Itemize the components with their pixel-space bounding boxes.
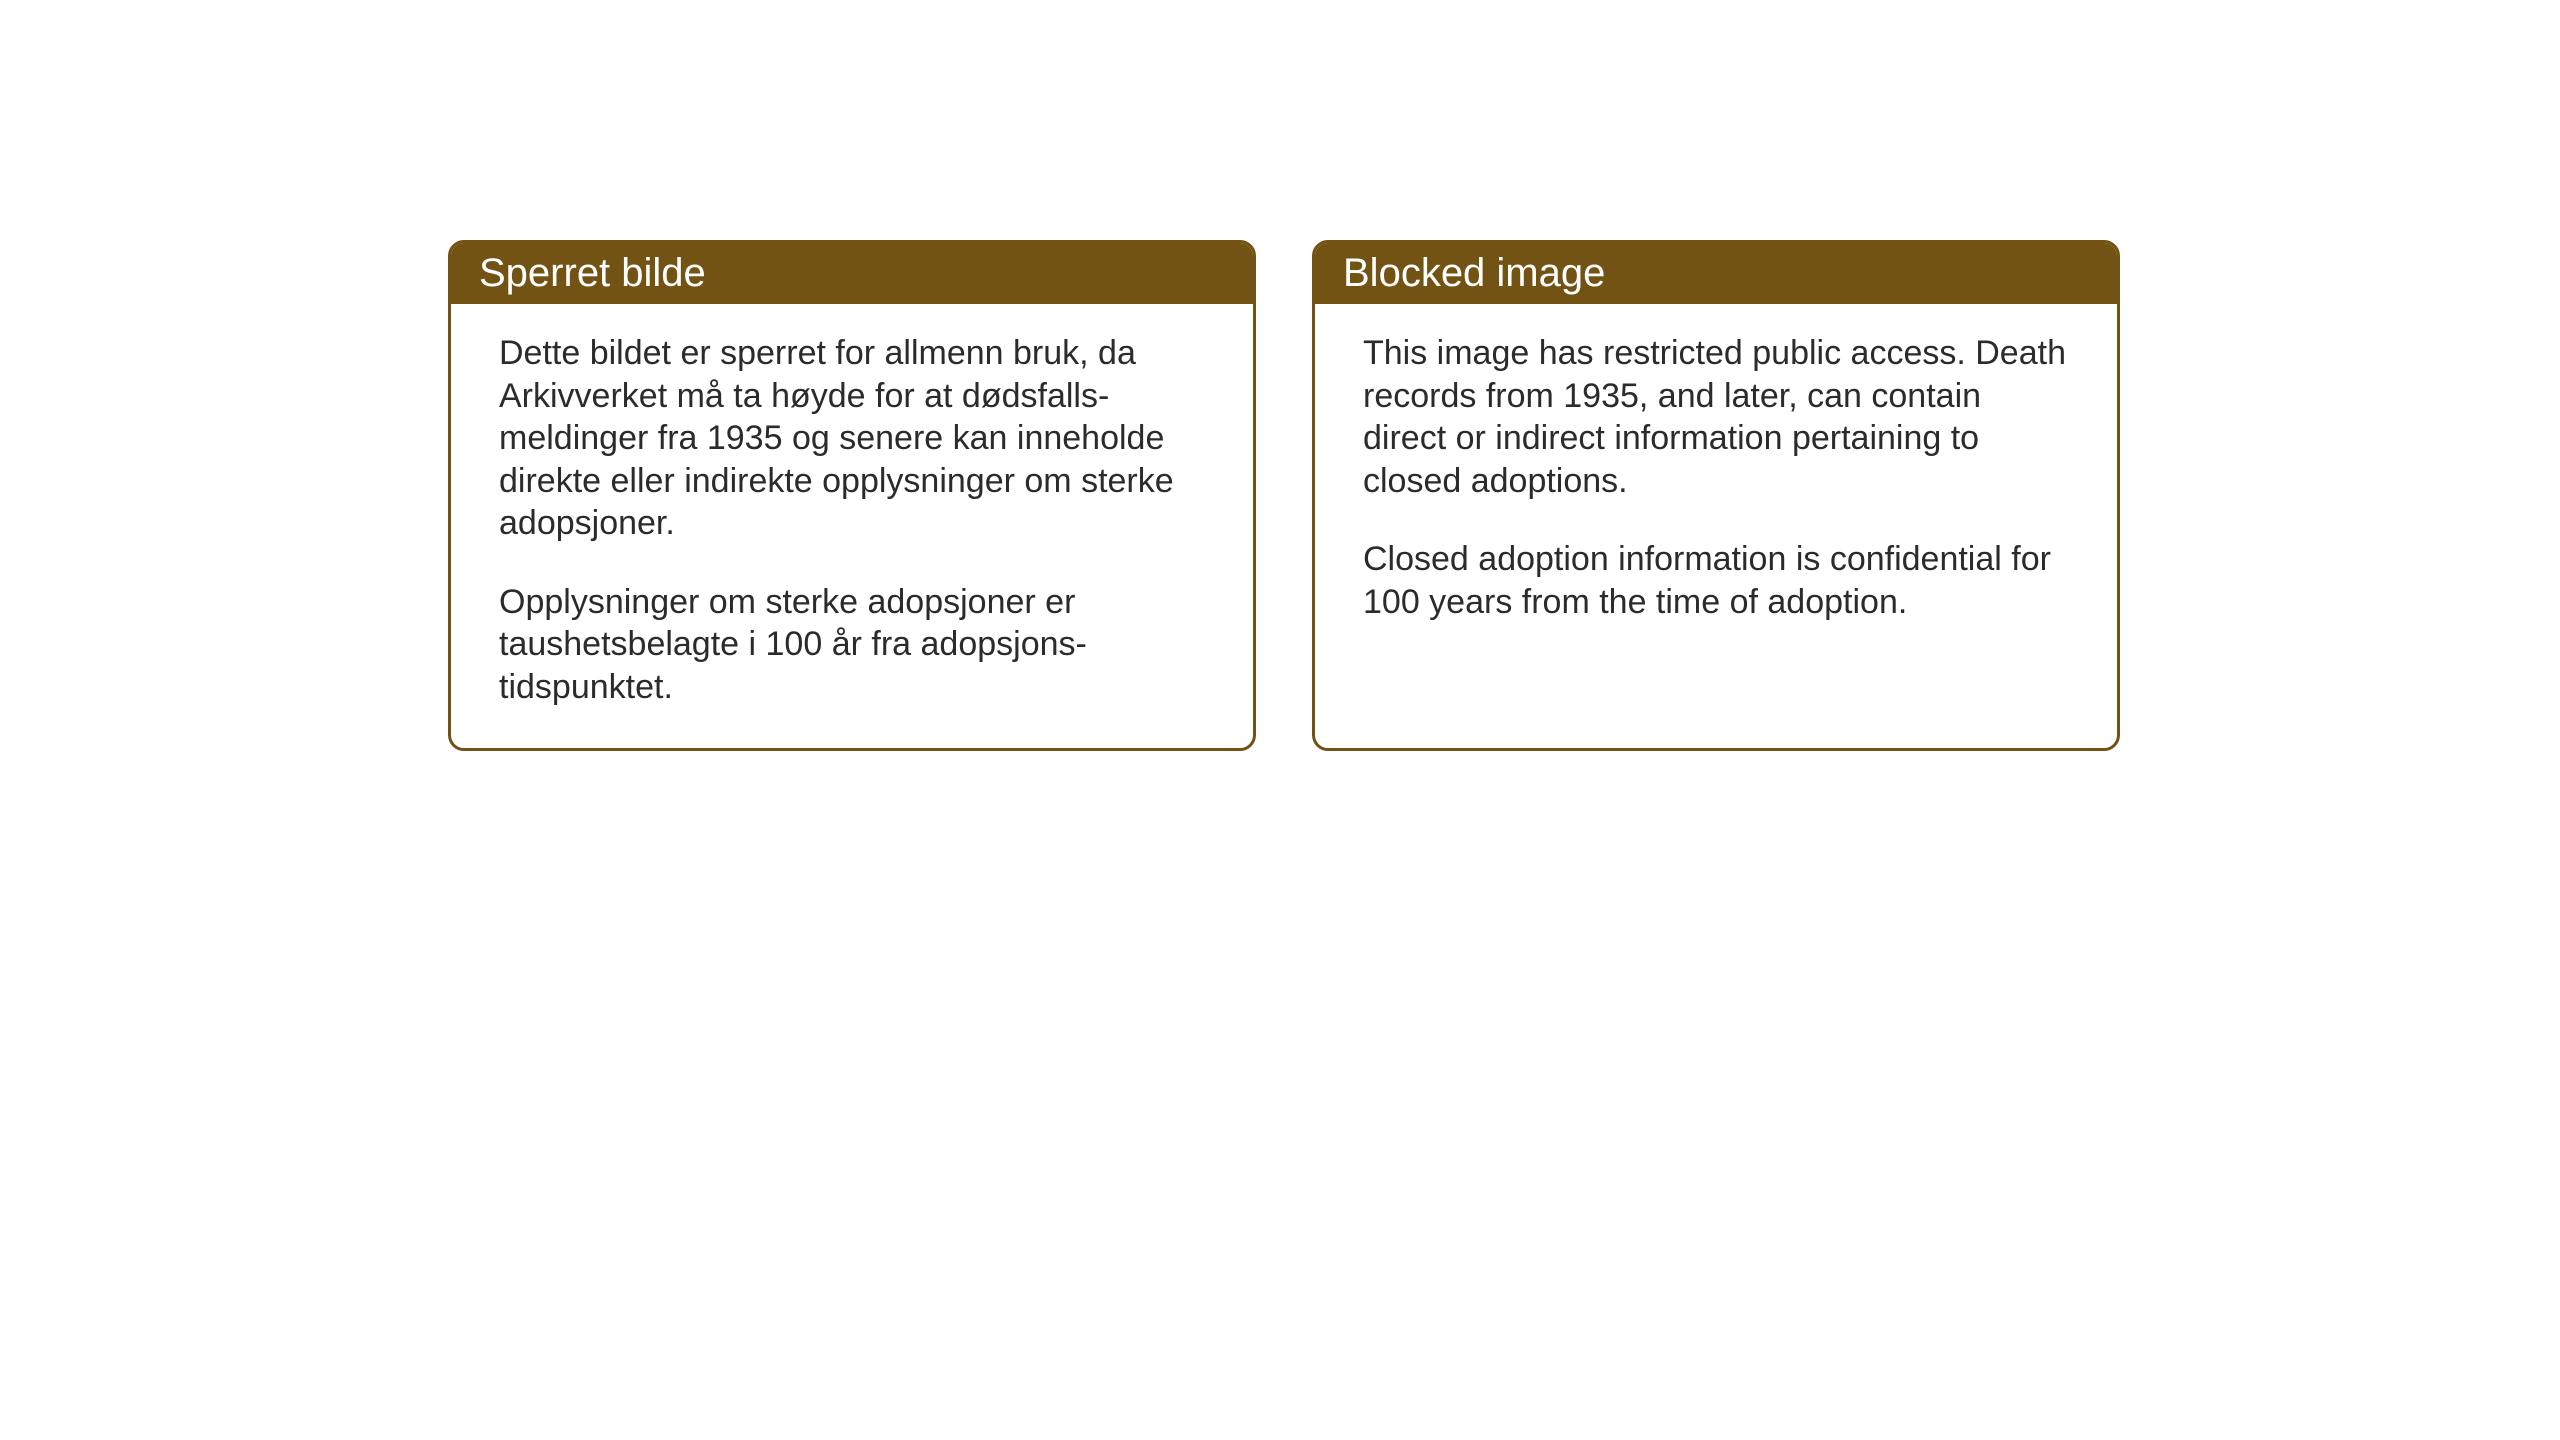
english-paragraph-2: Closed adoption information is confident…	[1363, 538, 2069, 623]
notice-cards-container: Sperret bilde Dette bildet er sperret fo…	[448, 240, 2120, 751]
english-card-title: Blocked image	[1315, 243, 2117, 304]
norwegian-notice-card: Sperret bilde Dette bildet er sperret fo…	[448, 240, 1256, 751]
norwegian-paragraph-1: Dette bildet er sperret for allmenn bruk…	[499, 332, 1205, 545]
norwegian-card-title: Sperret bilde	[451, 243, 1253, 304]
norwegian-paragraph-2: Opplysninger om sterke adopsjoner er tau…	[499, 581, 1205, 709]
english-paragraph-1: This image has restricted public access.…	[1363, 332, 2069, 502]
english-notice-card: Blocked image This image has restricted …	[1312, 240, 2120, 751]
norwegian-card-body: Dette bildet er sperret for allmenn bruk…	[451, 304, 1253, 748]
english-card-body: This image has restricted public access.…	[1315, 304, 2117, 724]
